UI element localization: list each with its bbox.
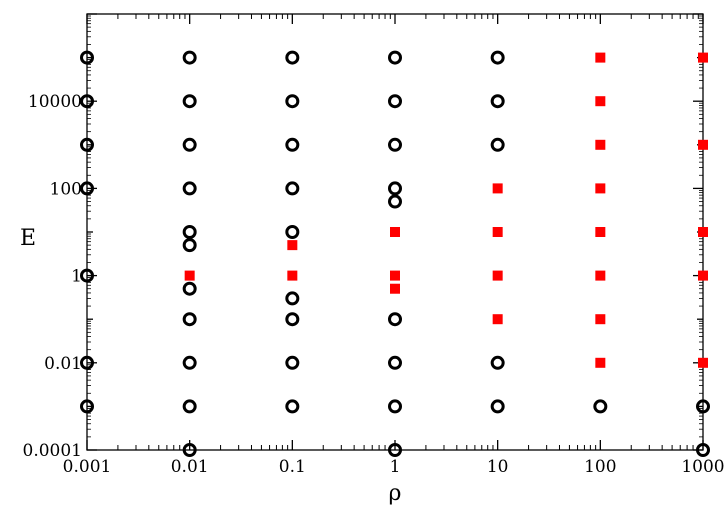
- data-point-square: [698, 271, 708, 281]
- data-point-circle: [184, 240, 195, 251]
- data-point-circle: [287, 96, 298, 107]
- series-open-circles: [82, 52, 709, 455]
- data-point-circle: [492, 139, 503, 150]
- data-point-circle: [287, 401, 298, 412]
- data-point-square: [595, 53, 605, 63]
- y-tick-label: 0.0001: [23, 441, 82, 461]
- x-tick-label: 0.1: [279, 457, 306, 477]
- data-point-circle: [390, 96, 401, 107]
- data-point-circle: [287, 139, 298, 150]
- y-axis-label: E: [20, 226, 36, 251]
- x-axis-label: ρ: [389, 481, 402, 506]
- data-point-square: [287, 240, 297, 250]
- y-tick-label: 10000: [28, 92, 82, 112]
- data-point-circle: [492, 357, 503, 368]
- data-point-circle: [492, 96, 503, 107]
- data-point-square: [595, 183, 605, 193]
- data-point-square: [698, 140, 708, 150]
- data-point-square: [493, 271, 503, 281]
- data-point-circle: [390, 314, 401, 325]
- y-tick-label: 0.01: [44, 354, 82, 374]
- y-tick-label: 100: [50, 179, 82, 199]
- data-point-circle: [390, 401, 401, 412]
- data-point-square: [493, 227, 503, 237]
- data-point-circle: [390, 357, 401, 368]
- data-point-circle: [287, 314, 298, 325]
- x-tick-label: 1: [390, 457, 401, 477]
- data-point-square: [287, 271, 297, 281]
- data-point-circle: [184, 139, 195, 150]
- data-point-circle: [287, 227, 298, 238]
- x-tick-label: 1000: [681, 457, 724, 477]
- data-point-circle: [390, 183, 401, 194]
- x-tick-label: 100: [584, 457, 616, 477]
- data-point-square: [595, 271, 605, 281]
- data-point-square: [493, 183, 503, 193]
- x-tick-label: 0.01: [171, 457, 209, 477]
- data-point-square: [698, 53, 708, 63]
- tick-labels: 0.001 0.01 0.1 1 10 100 10000.00010.0111001000…: [23, 92, 725, 477]
- data-point-square: [595, 140, 605, 150]
- data-point-circle: [287, 293, 298, 304]
- data-point-circle: [390, 139, 401, 150]
- data-point-circle: [595, 401, 606, 412]
- data-point-circle: [184, 357, 195, 368]
- data-point-circle: [184, 227, 195, 238]
- data-point-square: [595, 227, 605, 237]
- data-point-square: [390, 227, 400, 237]
- data-point-circle: [184, 401, 195, 412]
- data-point-square: [595, 96, 605, 106]
- data-point-square: [390, 284, 400, 294]
- data-point-circle: [287, 183, 298, 194]
- data-point-square: [698, 358, 708, 368]
- data-point-circle: [184, 314, 195, 325]
- data-point-circle: [184, 96, 195, 107]
- data-point-circle: [390, 196, 401, 207]
- data-point-circle: [492, 52, 503, 63]
- data-point-square: [493, 314, 503, 324]
- data-point-square: [595, 314, 605, 324]
- data-point-square: [595, 358, 605, 368]
- series-red-squares: [185, 53, 708, 368]
- data-point-circle: [390, 52, 401, 63]
- data-point-circle: [287, 52, 298, 63]
- data-point-circle: [184, 183, 195, 194]
- data-point-circle: [184, 283, 195, 294]
- data-point-square: [185, 271, 195, 281]
- x-tick-label: 10: [487, 457, 509, 477]
- data-point-circle: [287, 357, 298, 368]
- data-point-square: [698, 227, 708, 237]
- data-point-circle: [184, 52, 195, 63]
- data-point-square: [390, 271, 400, 281]
- data-point-circle: [492, 401, 503, 412]
